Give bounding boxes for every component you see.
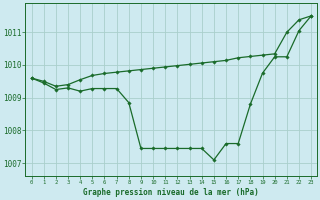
X-axis label: Graphe pression niveau de la mer (hPa): Graphe pression niveau de la mer (hPa) [84,188,259,197]
